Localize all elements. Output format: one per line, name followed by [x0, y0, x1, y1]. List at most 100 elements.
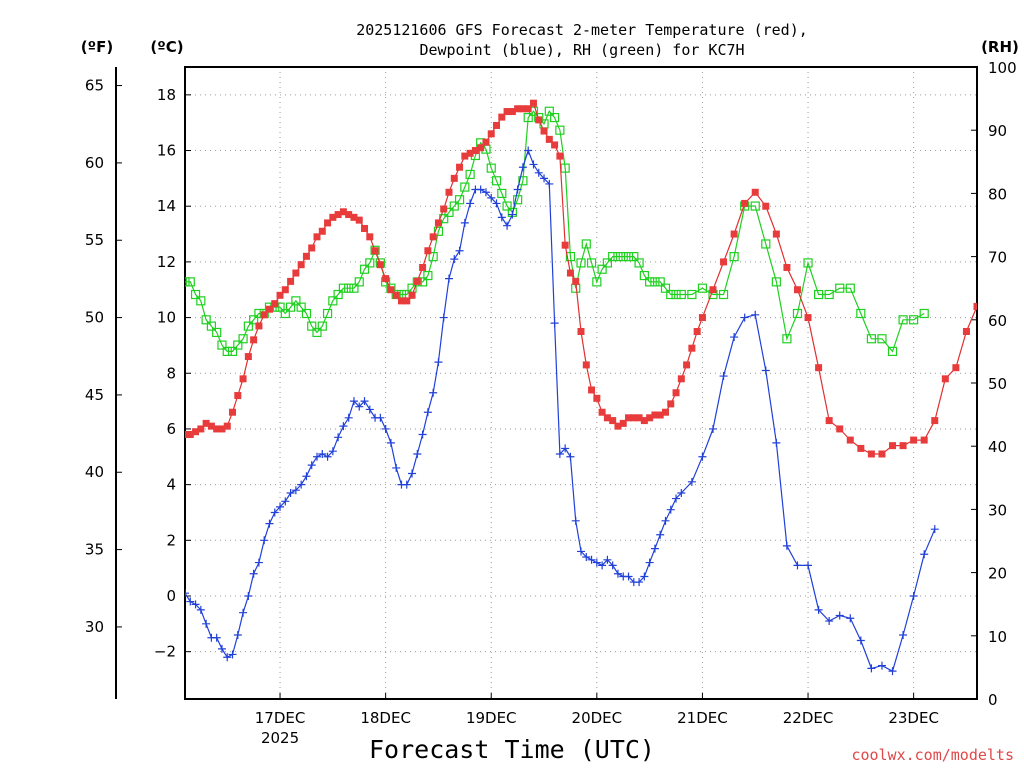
- time-tick-label: 23DEC: [888, 709, 939, 727]
- rh-point: [576, 258, 586, 268]
- dewpoint-line: [185, 148, 936, 673]
- dewpoint-point: [297, 480, 306, 489]
- dewpoint-point: [381, 424, 390, 433]
- temperature-point: [793, 286, 801, 294]
- temperature-point: [529, 99, 537, 107]
- temperature-point: [683, 361, 691, 369]
- temperature-point: [656, 411, 664, 419]
- fahrenheit-unit-label: (ºF): [81, 38, 113, 56]
- dewpoint-point: [339, 422, 348, 431]
- temperature-point: [772, 230, 780, 238]
- dewpoint-point: [529, 160, 538, 169]
- rh-point: [354, 277, 364, 287]
- dewpoint-point: [899, 630, 908, 639]
- dewpoint-point: [276, 502, 285, 511]
- dewpoint-point: [524, 146, 533, 155]
- temperature-point: [440, 205, 448, 213]
- rh-point: [359, 264, 370, 274]
- rh-unit-label: (RH): [981, 38, 1019, 56]
- temperature-point: [244, 353, 252, 361]
- temperature-point: [334, 211, 342, 219]
- temperature-point: [857, 444, 865, 452]
- rh-point: [227, 346, 238, 356]
- temperature-point: [281, 286, 289, 294]
- fahrenheit-axis: 65 60 55 50 45 40 35 30: [85, 77, 122, 636]
- fahrenheit-tick-label: 60: [85, 154, 104, 172]
- rh-point: [217, 340, 227, 350]
- celsius-tick-label: 10: [157, 309, 176, 327]
- rh-point: [433, 226, 444, 236]
- dewpoint-point: [186, 597, 195, 606]
- temperature-point: [588, 386, 596, 394]
- rh-point: [523, 112, 533, 123]
- dewpoint-point: [513, 185, 522, 194]
- rh-point: [291, 296, 301, 306]
- temperature-point: [361, 224, 369, 232]
- dewpoint-point: [191, 600, 200, 609]
- temperature-point: [350, 213, 358, 221]
- celsius-tick-label: 2: [166, 531, 176, 549]
- dewpoint-point: [318, 449, 327, 458]
- temperature-point: [651, 411, 659, 419]
- temperature-point: [339, 208, 347, 216]
- temperature-point: [952, 364, 960, 372]
- rh-point: [835, 283, 845, 293]
- rh-point: [592, 277, 602, 287]
- rh-point: [280, 308, 290, 319]
- dewpoint-point: [672, 494, 681, 503]
- dewpoint-point: [439, 313, 448, 322]
- rh-point: [190, 289, 201, 300]
- temperature-point: [566, 269, 574, 277]
- temperature-line: [185, 102, 977, 455]
- rh-point: [856, 308, 866, 319]
- temperature-point: [382, 275, 390, 283]
- dewpoint-point: [185, 589, 189, 598]
- temperature-point: [218, 425, 226, 433]
- temperature-point: [271, 300, 279, 308]
- dewpoint-point: [508, 210, 517, 219]
- dewpoint-point: [281, 497, 290, 506]
- rh-point: [486, 163, 496, 173]
- dewpoint-point: [223, 653, 232, 662]
- temperature-point: [250, 336, 258, 344]
- dewpoint-point: [920, 550, 929, 559]
- rh-point: [660, 283, 671, 293]
- dewpoint-point: [571, 516, 580, 525]
- rh-point: [845, 283, 855, 293]
- dewpoint-point: [666, 505, 675, 514]
- celsius-tick-label: 14: [157, 197, 176, 215]
- dewpoint-point: [455, 246, 464, 255]
- dewpoint-point: [719, 372, 728, 381]
- celsius-tick-label: 18: [157, 86, 176, 104]
- temperature-point: [661, 408, 669, 416]
- rh-point: [803, 258, 813, 268]
- celsius-tick-label: 6: [166, 420, 176, 438]
- rh-point: [877, 334, 887, 344]
- temperature-point: [646, 414, 654, 422]
- temperature-point: [741, 199, 749, 207]
- temperature-point: [186, 431, 194, 439]
- dewpoint-point: [751, 310, 760, 319]
- temperature-point: [450, 174, 458, 182]
- temperature-point: [355, 216, 363, 224]
- temperature-point: [292, 269, 300, 277]
- temperature-point: [593, 394, 601, 402]
- temperature-point: [371, 247, 379, 255]
- temperature-point: [941, 375, 949, 383]
- time-axis: 17DEC 2025 18DEC 19DEC 20DEC 21DEC 22DEC 23DEC: [255, 693, 939, 747]
- rh-point: [491, 176, 502, 186]
- dewpoint-point: [196, 605, 205, 614]
- dewpoint-point: [603, 555, 612, 564]
- temperature-point: [709, 286, 717, 294]
- temperature-point: [667, 400, 675, 408]
- dewpoint-point: [270, 508, 279, 517]
- rh-point: [296, 302, 306, 312]
- rh-point: [565, 252, 576, 262]
- temperature-point: [461, 152, 469, 160]
- rh-point: [771, 277, 781, 287]
- dewpoint-point: [582, 553, 591, 562]
- rh-point: [718, 289, 729, 300]
- rh-point: [301, 308, 312, 319]
- dewpoint-point: [365, 405, 374, 414]
- dewpoint-point: [244, 591, 253, 600]
